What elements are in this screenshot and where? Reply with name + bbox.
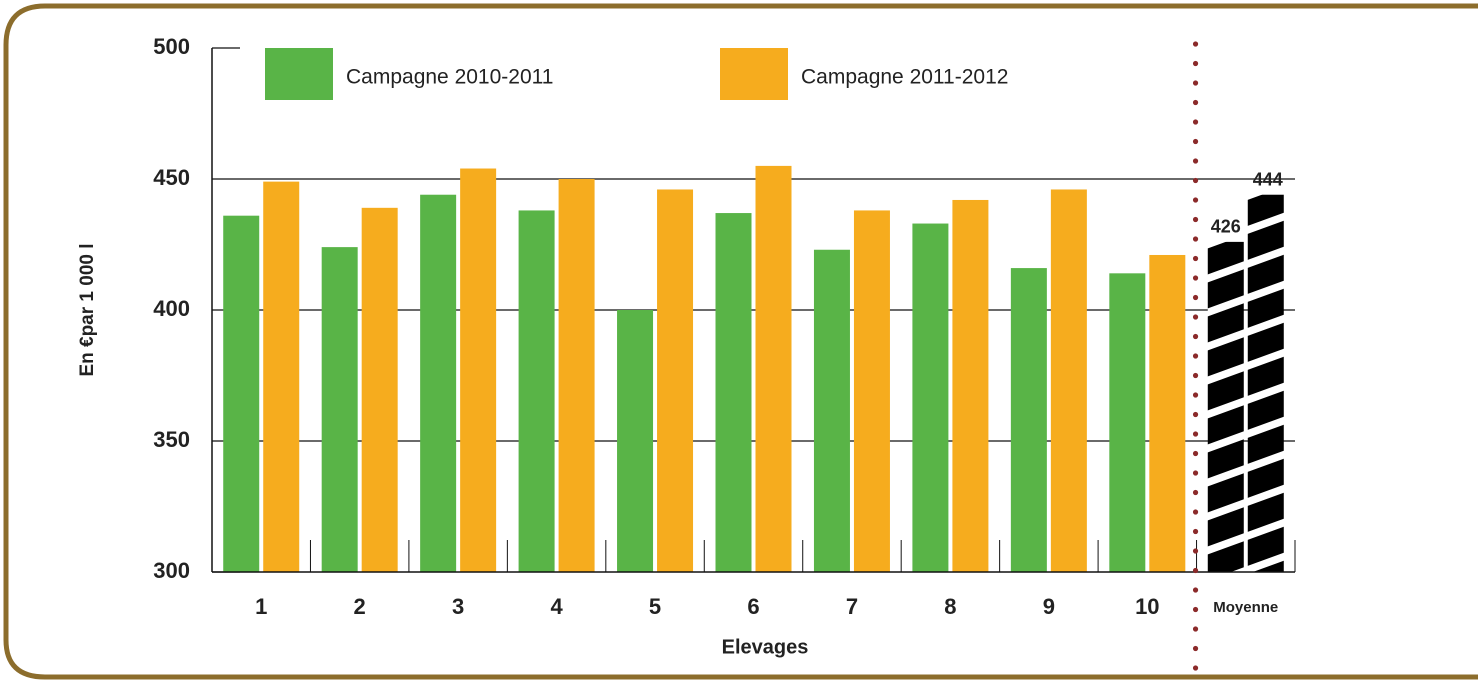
separator-dot (1192, 489, 1199, 496)
separator-dot (1192, 314, 1199, 320)
y-tick-label: 500 (153, 34, 190, 59)
bar (657, 189, 694, 573)
bar (420, 194, 457, 572)
y-tick-label: 450 (153, 165, 190, 190)
x-tick-label: Moyenne (1213, 599, 1278, 616)
separator-dot (1192, 197, 1199, 203)
separator-dot (1192, 41, 1199, 47)
y-tick-label: 350 (153, 427, 190, 452)
bar (912, 223, 949, 573)
data-label: 444 (1253, 169, 1283, 189)
separator-dot (1192, 236, 1199, 242)
separator-dot (1192, 255, 1199, 262)
separator-dot (1192, 353, 1199, 359)
legend-swatch (720, 48, 788, 100)
x-tick-label: 2 (354, 594, 366, 619)
separator-dot (1192, 216, 1199, 223)
frame (3, 3, 1478, 680)
bar (1109, 273, 1146, 572)
bar (952, 199, 989, 572)
separator-dot (1192, 158, 1199, 164)
bar (321, 247, 358, 572)
x-tick-label: 6 (747, 594, 759, 619)
separator-dot (1192, 99, 1199, 106)
x-tick-label: 9 (1043, 594, 1055, 619)
bar (460, 168, 497, 572)
bar (853, 210, 890, 572)
bar (1247, 194, 1284, 572)
separator-dot (1192, 60, 1199, 67)
bar (518, 210, 555, 572)
data-label: 426 (1211, 217, 1241, 237)
bar (715, 213, 752, 572)
bar (558, 179, 595, 572)
bar (755, 165, 792, 572)
separator-dot (1192, 509, 1199, 515)
bar (361, 207, 398, 572)
separator-dot (1192, 431, 1199, 437)
separator-dot (1192, 606, 1199, 613)
separator-dot (1192, 567, 1199, 574)
x-tick-label: 8 (944, 594, 956, 619)
separator-dot (1192, 372, 1199, 379)
separator-dot (1192, 80, 1199, 86)
x-tick-label: 4 (550, 594, 563, 619)
bar (263, 181, 300, 572)
bar (223, 215, 260, 572)
legend-label: Campagne 2010-2011 (346, 66, 553, 89)
bar (1207, 241, 1244, 572)
separator-dot (1192, 470, 1199, 476)
x-tick-label: 7 (846, 594, 858, 619)
bar (813, 249, 850, 573)
separator-dot (1192, 392, 1199, 398)
y-axis-label: En €par 1 000 l (77, 243, 98, 376)
x-tick-label: 1 (255, 594, 267, 619)
separator-dot (1192, 119, 1199, 125)
legend-swatch (265, 48, 333, 100)
y-tick-label: 300 (153, 558, 190, 583)
separator-dot (1192, 626, 1199, 632)
bar (1149, 254, 1186, 573)
separator-dot (1192, 294, 1199, 301)
y-tick-label: 400 (153, 296, 190, 321)
separator-dot (1192, 450, 1199, 457)
separator-dot (1192, 548, 1199, 554)
separator-dot (1192, 665, 1199, 671)
separator-dot (1192, 177, 1199, 184)
bar (1010, 268, 1047, 572)
legend-label: Campagne 2011-2012 (801, 66, 1008, 89)
x-tick-label: 3 (452, 594, 464, 619)
separator-dot (1192, 411, 1199, 418)
separator-dot (1192, 645, 1199, 652)
x-tick-label: 5 (649, 594, 661, 619)
bar (1050, 189, 1087, 573)
x-tick-label: 10 (1135, 594, 1159, 619)
separator-dot (1192, 587, 1199, 593)
x-axis-label: Elevages (722, 636, 809, 658)
separator-dot (1192, 275, 1199, 281)
separator-dot (1192, 138, 1199, 145)
separator-dot (1192, 528, 1199, 535)
separator-dot (1192, 333, 1199, 340)
bar (617, 310, 654, 572)
